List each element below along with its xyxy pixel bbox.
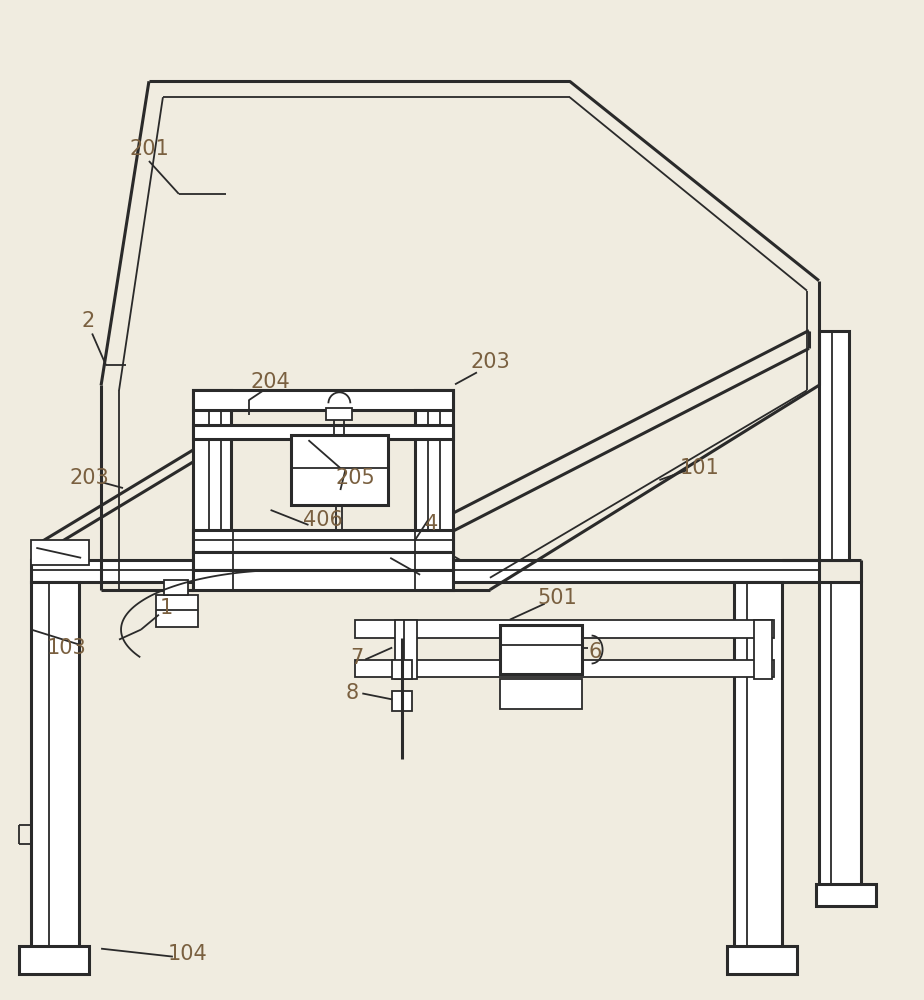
Bar (819, 331, 849, 560)
Bar (19, 946, 89, 974)
Bar (500, 625, 581, 674)
Text: 203: 203 (69, 468, 109, 488)
Text: 8: 8 (346, 683, 359, 703)
Bar (193, 425, 453, 439)
Text: 201: 201 (129, 139, 169, 159)
Bar (193, 552, 453, 570)
Bar (156, 595, 198, 627)
Text: 101: 101 (679, 458, 719, 478)
Bar (31, 560, 819, 582)
Bar (164, 580, 188, 595)
Bar (500, 679, 581, 709)
Text: 6: 6 (589, 642, 602, 662)
Bar (395, 620, 417, 679)
Text: 204: 204 (250, 372, 290, 392)
Bar (193, 570, 453, 590)
Bar (754, 620, 772, 679)
Bar (31, 582, 79, 951)
Bar (193, 390, 453, 410)
Bar (31, 540, 89, 565)
Bar (392, 691, 412, 711)
Text: 203: 203 (470, 352, 510, 372)
Text: 2: 2 (81, 311, 95, 331)
Text: 103: 103 (46, 638, 86, 658)
Bar (415, 390, 453, 568)
Text: 104: 104 (168, 944, 208, 964)
Bar (290, 435, 388, 505)
Bar (816, 884, 876, 906)
Bar (356, 660, 774, 677)
Bar (819, 582, 861, 891)
Text: 4: 4 (425, 514, 439, 534)
Bar (356, 620, 774, 638)
Bar (735, 582, 782, 951)
Bar (727, 946, 797, 974)
Bar (193, 390, 231, 568)
Text: 406: 406 (303, 510, 344, 530)
Text: 7: 7 (351, 648, 364, 668)
Text: 1: 1 (159, 598, 173, 618)
Text: 501: 501 (538, 588, 578, 608)
Text: 205: 205 (335, 468, 375, 488)
Bar (193, 530, 453, 552)
Bar (326, 408, 352, 420)
Bar (392, 660, 412, 679)
